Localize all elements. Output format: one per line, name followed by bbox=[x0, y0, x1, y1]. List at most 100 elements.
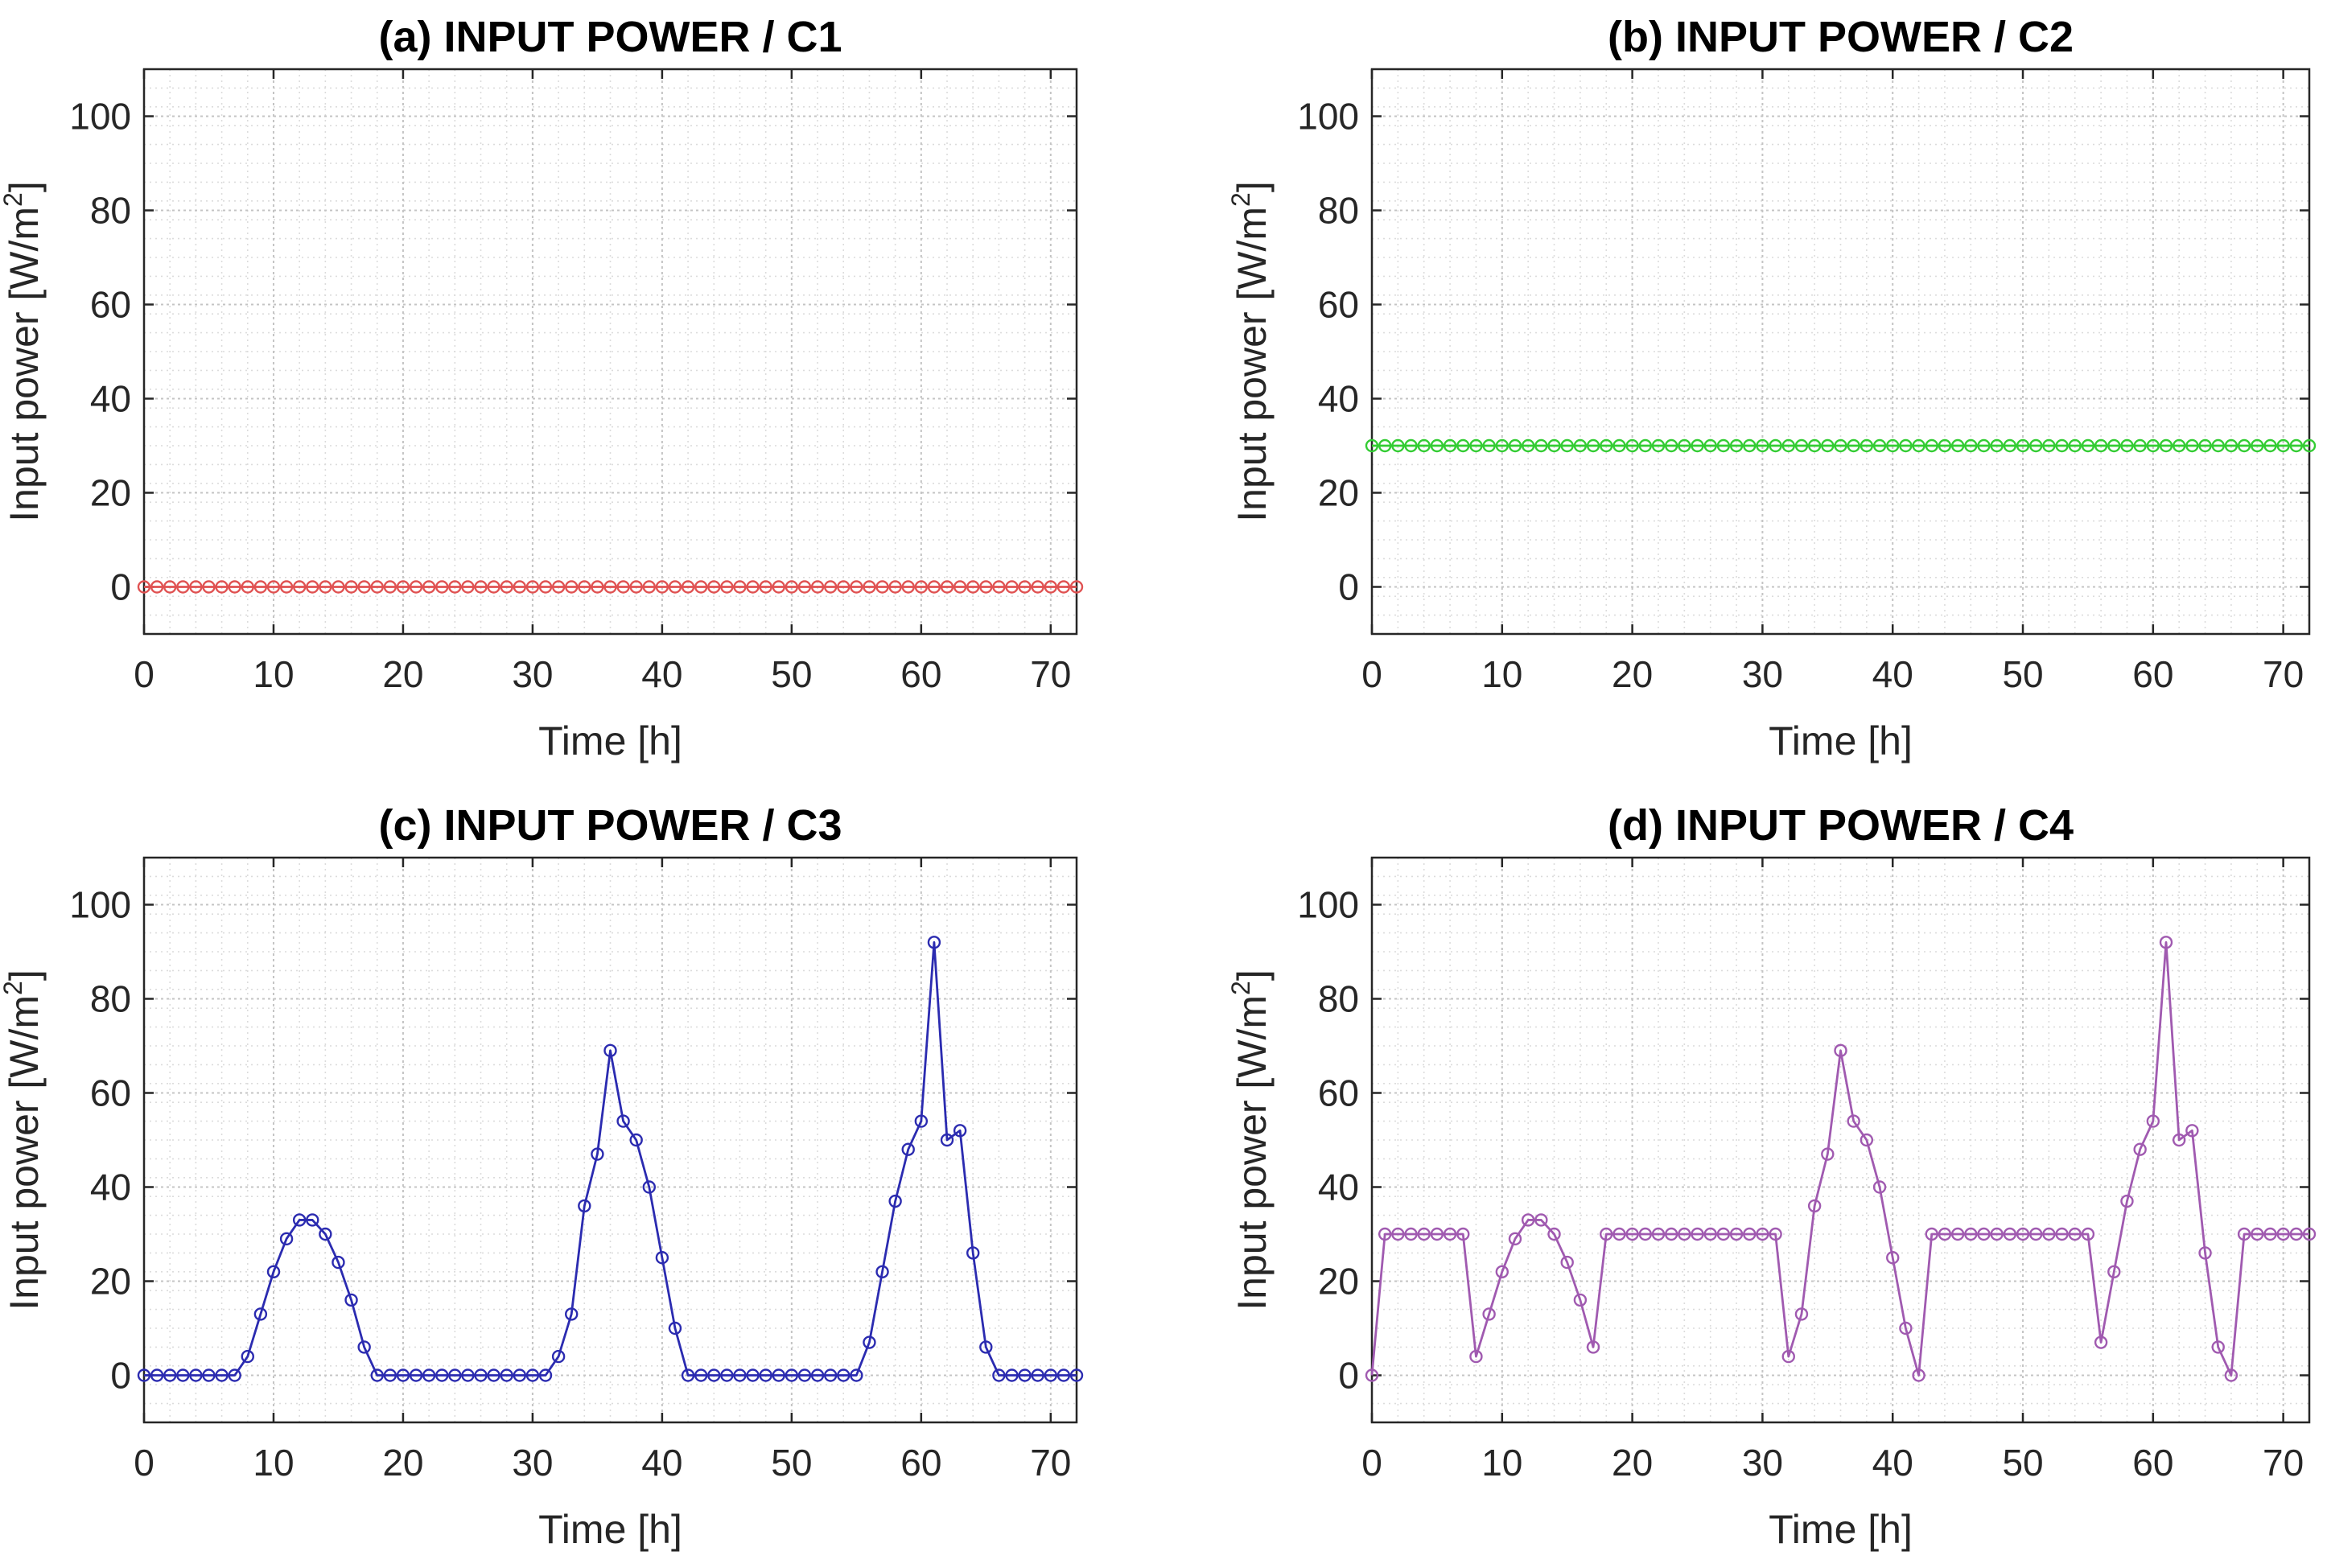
y-tick-label: 40 bbox=[1318, 378, 1359, 420]
data-point bbox=[487, 580, 500, 594]
data-point bbox=[966, 580, 980, 594]
x-tick-label: 10 bbox=[1481, 653, 1522, 695]
data-point bbox=[655, 1251, 669, 1265]
tick-marks bbox=[1370, 69, 2309, 634]
data-point bbox=[332, 580, 345, 594]
data-point bbox=[474, 580, 488, 594]
data-point bbox=[2146, 1114, 2160, 1128]
data-point bbox=[823, 580, 838, 594]
data-point bbox=[1664, 1227, 1678, 1241]
data-point bbox=[2042, 438, 2056, 453]
data-point bbox=[1703, 438, 1717, 453]
data-point bbox=[228, 580, 241, 594]
data-point bbox=[1756, 438, 1769, 453]
data-point bbox=[202, 1368, 216, 1382]
data-point bbox=[1417, 1227, 1431, 1241]
y-axis-label-main: Input power [W/m bbox=[1229, 207, 1275, 522]
chart-title: (b) INPUT POWER / C2 bbox=[1608, 13, 2074, 61]
x-tick-label: 70 bbox=[1030, 653, 1071, 695]
data-point bbox=[759, 1368, 772, 1382]
data-point bbox=[772, 580, 785, 594]
y-axis-label: Input power [W/m2] bbox=[0, 181, 47, 522]
data-point bbox=[1378, 1227, 1392, 1241]
data-point bbox=[2042, 1227, 2056, 1241]
data-point bbox=[383, 580, 397, 594]
major-grid bbox=[1371, 69, 2309, 634]
x-tick-label: 20 bbox=[382, 1442, 423, 1484]
data-point bbox=[1056, 1368, 1071, 1382]
data-point bbox=[1031, 1368, 1044, 1382]
data-point bbox=[733, 580, 747, 594]
data-point bbox=[1703, 1227, 1717, 1241]
data-point bbox=[2029, 1227, 2043, 1241]
y-tick-label: 20 bbox=[1318, 1261, 1359, 1303]
data-point bbox=[2276, 438, 2290, 453]
data-point bbox=[850, 1368, 863, 1382]
data-point bbox=[2302, 1227, 2317, 1241]
data-point bbox=[578, 580, 591, 594]
series-line bbox=[1370, 940, 2309, 1377]
data-point bbox=[1508, 1232, 1522, 1246]
data-point bbox=[137, 1368, 151, 1382]
x-tick-label: 60 bbox=[900, 653, 941, 695]
data-point bbox=[1651, 1227, 1666, 1241]
data-point bbox=[319, 580, 332, 594]
data-point bbox=[1365, 438, 1379, 453]
data-point bbox=[228, 1368, 241, 1382]
y-tick-label: 20 bbox=[1318, 472, 1359, 514]
x-tick-label: 10 bbox=[1481, 1442, 1522, 1484]
data-point bbox=[306, 1213, 319, 1227]
y-tick-label: 80 bbox=[1318, 190, 1359, 232]
data-point bbox=[1612, 1227, 1626, 1241]
y-tick-label: 60 bbox=[90, 284, 131, 326]
data-point bbox=[1743, 438, 1757, 453]
data-point bbox=[785, 1368, 799, 1382]
data-point bbox=[927, 580, 941, 594]
data-point bbox=[2263, 438, 2277, 453]
data-point bbox=[1990, 438, 2004, 453]
data-point bbox=[1534, 438, 1548, 453]
data-point bbox=[370, 580, 384, 594]
y-axis-label-superscript: 2 bbox=[1226, 192, 1255, 207]
data-point bbox=[1031, 580, 1044, 594]
data-point bbox=[383, 1368, 397, 1382]
data-point bbox=[2198, 438, 2212, 453]
data-point bbox=[1769, 1227, 1782, 1241]
y-tick-label: 40 bbox=[90, 1167, 131, 1208]
data-point bbox=[810, 580, 825, 594]
data-point bbox=[953, 580, 967, 594]
y-axis-label-end: ] bbox=[1229, 181, 1275, 192]
data-point bbox=[189, 1368, 203, 1382]
data-point bbox=[292, 1213, 307, 1227]
data-point bbox=[2251, 1227, 2264, 1241]
data-point bbox=[2094, 1335, 2108, 1349]
data-point bbox=[565, 1307, 579, 1321]
y-tick-label: 60 bbox=[1318, 1072, 1359, 1114]
y-axis-label-main: Input power [W/m bbox=[1229, 995, 1275, 1311]
data-point bbox=[2302, 438, 2317, 453]
data-point bbox=[1600, 438, 1613, 453]
axes-box bbox=[142, 68, 1078, 636]
data-point bbox=[2224, 1368, 2238, 1382]
data-point bbox=[746, 580, 760, 594]
minor-grid bbox=[1372, 68, 2310, 635]
panel-a: 0 10 20 30 40 50 60 70 0 20 40 60 80 100 (a) INPUT POW… bbox=[0, 13, 1084, 763]
data-point bbox=[1912, 1368, 1925, 1382]
data-point bbox=[2185, 1124, 2199, 1138]
data-point bbox=[396, 1368, 410, 1382]
data-point bbox=[1860, 1133, 1874, 1147]
data-point bbox=[2289, 1227, 2304, 1241]
data-point bbox=[785, 580, 799, 594]
series-markers bbox=[137, 580, 1084, 594]
y-tick-label: 100 bbox=[1297, 96, 1359, 138]
data-point bbox=[1547, 1227, 1561, 1241]
data-point bbox=[1769, 438, 1782, 453]
data-point bbox=[176, 1368, 190, 1382]
data-point bbox=[435, 580, 449, 594]
data-point bbox=[1716, 438, 1731, 453]
data-point bbox=[319, 1227, 332, 1241]
data-point bbox=[2107, 438, 2121, 453]
data-point bbox=[2068, 1227, 2082, 1241]
y-tick-label: 100 bbox=[69, 884, 131, 926]
data-point bbox=[1977, 1227, 1991, 1241]
